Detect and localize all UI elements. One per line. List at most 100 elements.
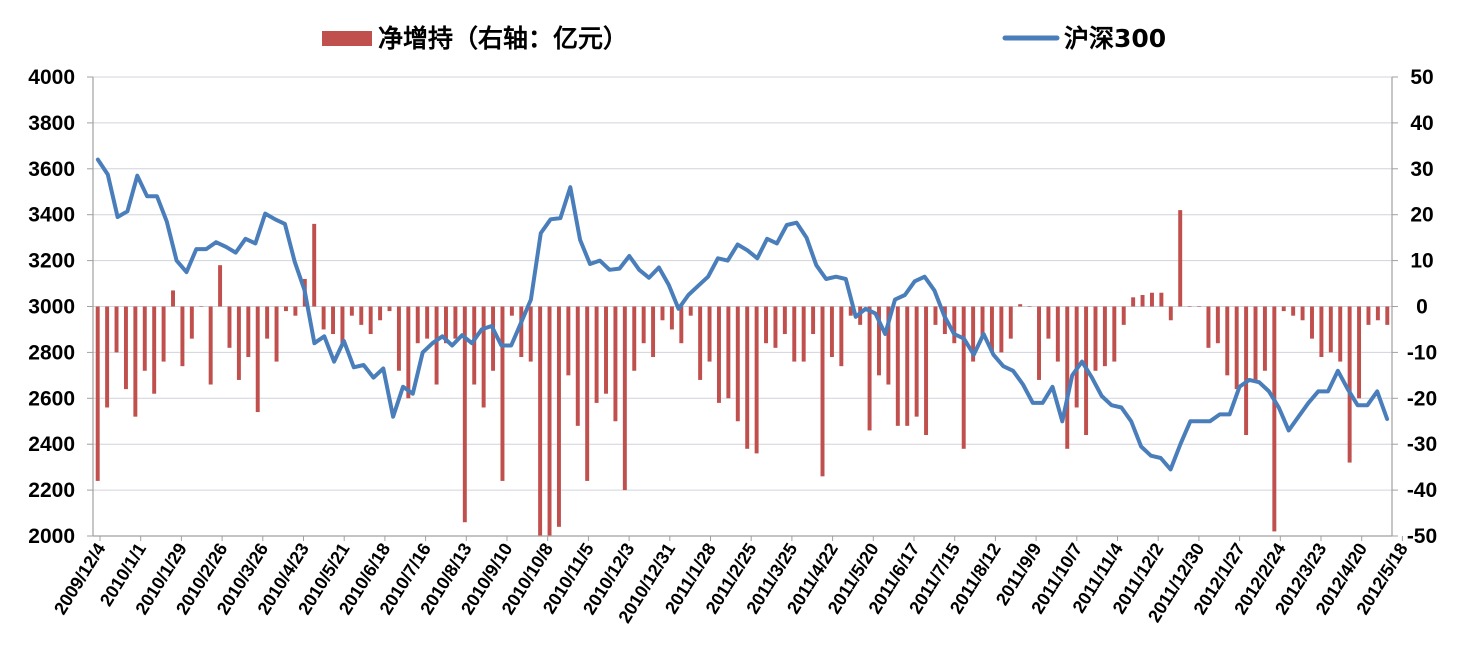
bar [811,306,816,335]
bar [161,306,166,362]
bar [396,306,401,371]
y-left-tick-label: 3000 [28,296,75,319]
y-right-tick-label: 0 [1416,296,1428,319]
bar [331,306,336,335]
bar [613,306,618,422]
bar [1319,306,1324,357]
bar [123,306,128,390]
bar [1074,306,1079,408]
bar [340,306,345,344]
y-right-tick-label: -10 [1407,341,1437,364]
y-right-tick-label: -20 [1407,387,1437,410]
bar [1272,306,1277,532]
bar [1112,306,1117,362]
bar [1027,306,1032,307]
bar [641,306,646,344]
bar [509,306,514,316]
bar [651,306,656,357]
bar [434,306,439,385]
bar [669,306,674,330]
bar [1244,306,1249,436]
bar [246,306,251,357]
bar [227,306,232,348]
bar [801,306,806,362]
bar [359,306,364,325]
bar [1197,306,1202,307]
bar [999,306,1004,353]
bar [462,306,467,523]
bar [189,306,194,339]
bar [1008,306,1013,339]
bar [556,306,561,527]
bar [622,306,627,491]
bar [679,306,684,344]
bar [895,306,900,426]
bar [848,306,853,316]
y-left-tick-label: 2400 [28,433,75,456]
bar [1281,306,1286,312]
y-right-tick-label: 20 [1410,204,1433,227]
y-right-tick-label: -50 [1407,525,1437,548]
legend-swatch-bar [322,31,372,46]
bar [293,306,298,316]
y-left-tick-label: 3400 [28,204,75,227]
bar [660,306,665,321]
bar [952,306,957,344]
bar [905,306,910,426]
bar [754,306,759,454]
bar [933,306,938,325]
y-right-tick-label: -30 [1407,433,1437,456]
bar [255,306,260,413]
bar [1140,295,1145,307]
bar [1206,306,1211,348]
bar [764,306,769,344]
bar [1046,306,1051,339]
bar [425,306,430,339]
bar [133,306,138,417]
y-left-tick-label: 2000 [28,525,75,548]
bar [274,306,279,362]
y-right-tick-label: 30 [1410,158,1433,181]
bar [961,306,966,449]
bar [1234,306,1239,390]
bar [472,306,477,385]
bar [1366,306,1371,325]
bar [989,306,994,353]
bar [1065,306,1070,449]
bar [114,306,119,353]
bar [265,306,270,339]
bar [688,306,693,316]
bar [1121,306,1126,325]
bar [1102,306,1107,367]
bar [726,306,731,399]
legend-label-bar: 净增持（右轴：亿元） [378,24,628,53]
bar [142,306,147,371]
y-left-tick-label: 3200 [28,250,75,273]
y-left-tick-label: 3800 [28,112,75,135]
bar [594,306,599,403]
bar [218,265,223,307]
bar [971,306,976,362]
bar [1375,306,1380,321]
bar [415,306,420,344]
legend-label-line: 沪深300 [1064,24,1166,53]
bar [547,306,552,536]
bar [171,290,175,307]
bar [1037,306,1041,380]
bar [378,306,383,321]
bar [716,306,721,403]
bar [782,306,787,335]
bar [1225,306,1230,376]
bar [1178,210,1183,307]
bar [980,306,985,339]
bar [453,306,458,339]
bar [208,306,213,385]
bar [152,306,157,394]
bar [519,306,524,357]
bar [95,306,100,481]
bar [312,223,317,307]
bar [745,306,750,449]
bar [566,306,571,376]
bar [914,306,919,417]
bar [444,306,448,344]
